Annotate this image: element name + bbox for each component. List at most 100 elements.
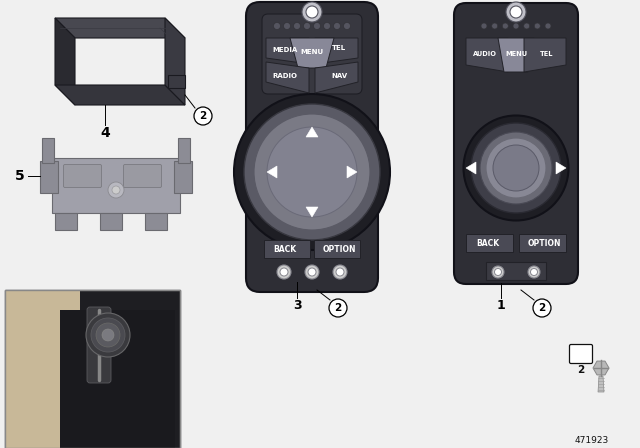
Text: OPTION: OPTION [323,245,356,254]
Text: 471923: 471923 [575,435,609,444]
Circle shape [280,268,288,276]
Ellipse shape [493,145,539,191]
FancyBboxPatch shape [63,164,102,188]
Polygon shape [168,75,185,88]
Polygon shape [524,38,566,72]
Text: 2: 2 [577,365,584,375]
Polygon shape [315,62,358,93]
Text: MENU: MENU [505,51,527,57]
FancyBboxPatch shape [5,290,180,448]
Circle shape [545,23,551,29]
Ellipse shape [463,116,568,220]
Circle shape [336,268,344,276]
Polygon shape [306,207,318,217]
Circle shape [531,268,538,276]
Polygon shape [556,162,566,174]
Ellipse shape [471,123,561,213]
Polygon shape [145,213,167,230]
FancyBboxPatch shape [246,2,378,292]
FancyBboxPatch shape [87,307,111,383]
Circle shape [492,266,504,278]
Polygon shape [290,38,334,68]
Circle shape [294,22,301,30]
Polygon shape [519,234,566,252]
Circle shape [112,186,120,194]
Circle shape [492,23,498,29]
Polygon shape [55,213,77,230]
Circle shape [344,22,351,30]
Text: 5: 5 [15,169,25,183]
Polygon shape [486,262,546,280]
Text: OPTION: OPTION [527,238,561,247]
Polygon shape [40,161,58,193]
Circle shape [534,23,540,29]
Text: TEL: TEL [332,45,346,51]
Circle shape [102,329,114,341]
Circle shape [323,22,330,30]
Text: MENU: MENU [300,49,324,55]
FancyBboxPatch shape [570,345,593,363]
Polygon shape [315,38,358,64]
Circle shape [277,265,291,279]
FancyBboxPatch shape [124,164,161,188]
FancyBboxPatch shape [454,3,578,284]
Circle shape [314,22,321,30]
Polygon shape [264,240,310,258]
Circle shape [273,22,280,30]
Text: 1: 1 [497,298,506,311]
Text: 3: 3 [292,298,301,311]
Text: 4: 4 [100,126,110,140]
Circle shape [306,6,318,18]
Polygon shape [466,234,513,252]
Circle shape [528,266,540,278]
Polygon shape [466,38,508,72]
Ellipse shape [480,132,552,204]
Polygon shape [178,138,190,163]
Polygon shape [306,127,318,137]
Polygon shape [165,18,185,105]
Polygon shape [266,38,309,64]
Circle shape [194,107,212,125]
Circle shape [91,318,125,352]
Circle shape [510,6,522,18]
Circle shape [513,23,519,29]
Text: 2: 2 [200,111,207,121]
Polygon shape [266,62,309,93]
Circle shape [333,22,340,30]
Circle shape [302,2,322,22]
Text: BACK: BACK [476,238,500,247]
Text: TEL: TEL [540,51,554,57]
Polygon shape [55,18,185,38]
Polygon shape [55,85,185,105]
FancyBboxPatch shape [262,14,362,94]
Polygon shape [60,310,175,448]
Text: NAV: NAV [331,73,347,79]
Circle shape [495,268,502,276]
Text: RADIO: RADIO [273,73,298,79]
Circle shape [303,22,310,30]
Polygon shape [55,18,75,105]
Text: BACK: BACK [273,245,296,254]
Circle shape [329,299,347,317]
Polygon shape [347,166,357,178]
Text: 2: 2 [538,303,546,313]
Polygon shape [174,161,192,193]
Circle shape [96,323,120,347]
Circle shape [506,2,526,22]
Polygon shape [100,213,122,230]
Circle shape [502,23,508,29]
Circle shape [308,268,316,276]
Ellipse shape [486,138,546,198]
Circle shape [244,104,380,240]
Circle shape [533,299,551,317]
Text: AUDIO: AUDIO [473,51,497,57]
Polygon shape [466,162,476,174]
Circle shape [284,22,291,30]
Circle shape [234,94,390,250]
Polygon shape [42,138,54,163]
Circle shape [305,265,319,279]
Circle shape [108,182,124,198]
Circle shape [267,127,357,217]
Polygon shape [598,376,604,392]
Polygon shape [314,240,360,258]
